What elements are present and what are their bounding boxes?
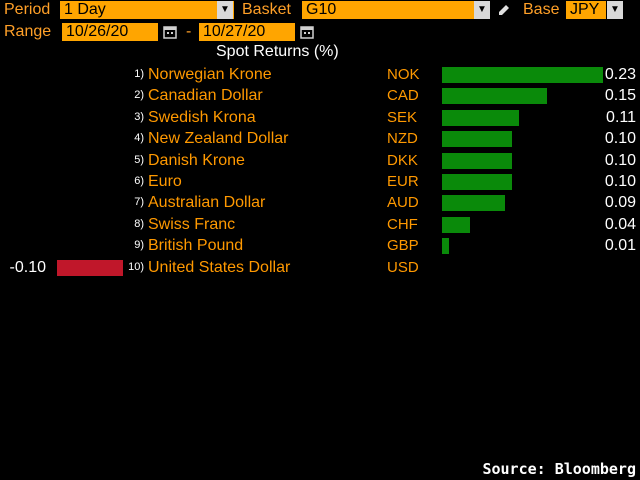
return-bar xyxy=(442,195,505,212)
period-select[interactable]: 1 Day xyxy=(60,1,234,19)
currency-name: Swiss Franc xyxy=(148,215,236,233)
base-dropdown-icon[interactable]: ▼ xyxy=(607,1,623,19)
currency-name: Danish Krone xyxy=(148,151,245,169)
return-value: 0.11 xyxy=(606,108,636,126)
return-value: 0.04 xyxy=(604,215,636,233)
currency-name: British Pound xyxy=(148,237,244,255)
range-start-input[interactable]: 10/26/20 xyxy=(62,23,158,41)
basket-dropdown-icon[interactable]: ▼ xyxy=(474,1,490,19)
return-bar xyxy=(442,88,547,105)
period-dropdown-icon[interactable]: ▼ xyxy=(217,1,233,19)
chart-title: Spot Returns (%) xyxy=(216,43,339,60)
currency-code: NZD xyxy=(387,130,418,148)
row-rank: 2) xyxy=(134,89,144,102)
return-value: 0.09 xyxy=(604,194,636,212)
currency-name: Swedish Krona xyxy=(148,108,256,126)
calendar-icon[interactable] xyxy=(300,25,314,39)
row-rank: 9) xyxy=(134,239,144,252)
row-rank: 4) xyxy=(134,132,144,145)
base-select[interactable]: JPY xyxy=(566,1,606,19)
return-value: 0.10 xyxy=(604,130,636,148)
currency-name: New Zealand Dollar xyxy=(148,130,289,148)
currency-name: Norwegian Krone xyxy=(148,66,272,83)
row-rank: 3) xyxy=(134,110,144,123)
return-value: 0.10 xyxy=(604,173,636,190)
currency-name: United States Dollar xyxy=(148,258,291,276)
currency-code: AUD xyxy=(387,194,419,212)
currency-code: NOK xyxy=(387,66,420,83)
currency-code: CHF xyxy=(387,215,418,233)
return-value: 0.15 xyxy=(604,87,636,105)
base-label: Base xyxy=(523,1,560,18)
row-rank: 10) xyxy=(128,260,144,273)
row-rank: 6) xyxy=(134,175,144,187)
return-bar xyxy=(442,67,603,83)
row-rank: 1) xyxy=(134,68,144,80)
currency-code: SEK xyxy=(387,108,418,126)
currency-code: EUR xyxy=(387,173,419,190)
range-end-input[interactable]: 10/27/20 xyxy=(199,23,295,41)
basket-select[interactable]: G10 xyxy=(302,1,474,19)
return-bar xyxy=(442,174,512,190)
return-value: 0.23 xyxy=(604,66,636,83)
return-value: -0.10 xyxy=(9,258,46,276)
return-bar xyxy=(442,131,512,148)
row-rank: 5) xyxy=(134,153,144,166)
period-label: Period xyxy=(4,1,51,18)
return-bar xyxy=(442,152,512,169)
row-rank: 8) xyxy=(134,217,144,230)
currency-code: DKK xyxy=(387,151,418,169)
currency-code: GBP xyxy=(387,237,419,255)
currency-name: Australian Dollar xyxy=(148,194,266,212)
calendar-icon[interactable] xyxy=(163,25,177,39)
pencil-icon[interactable] xyxy=(496,2,512,18)
basket-label: Basket xyxy=(242,1,291,18)
range-label: Range xyxy=(4,23,52,40)
return-bar xyxy=(442,216,470,233)
currency-name: Canadian Dollar xyxy=(148,87,263,105)
range-dash: - xyxy=(186,23,192,40)
return-bar xyxy=(442,238,449,255)
return-value: 0.01 xyxy=(604,237,636,255)
return-bar xyxy=(442,109,519,126)
source-label: Source: Bloomberg xyxy=(482,460,636,478)
row-rank: 7) xyxy=(134,196,144,209)
return-bar xyxy=(57,259,123,276)
currency-code: USD xyxy=(387,258,419,276)
currency-code: CAD xyxy=(387,87,419,105)
currency-name: Euro xyxy=(148,173,182,190)
return-value: 0.10 xyxy=(604,151,636,169)
